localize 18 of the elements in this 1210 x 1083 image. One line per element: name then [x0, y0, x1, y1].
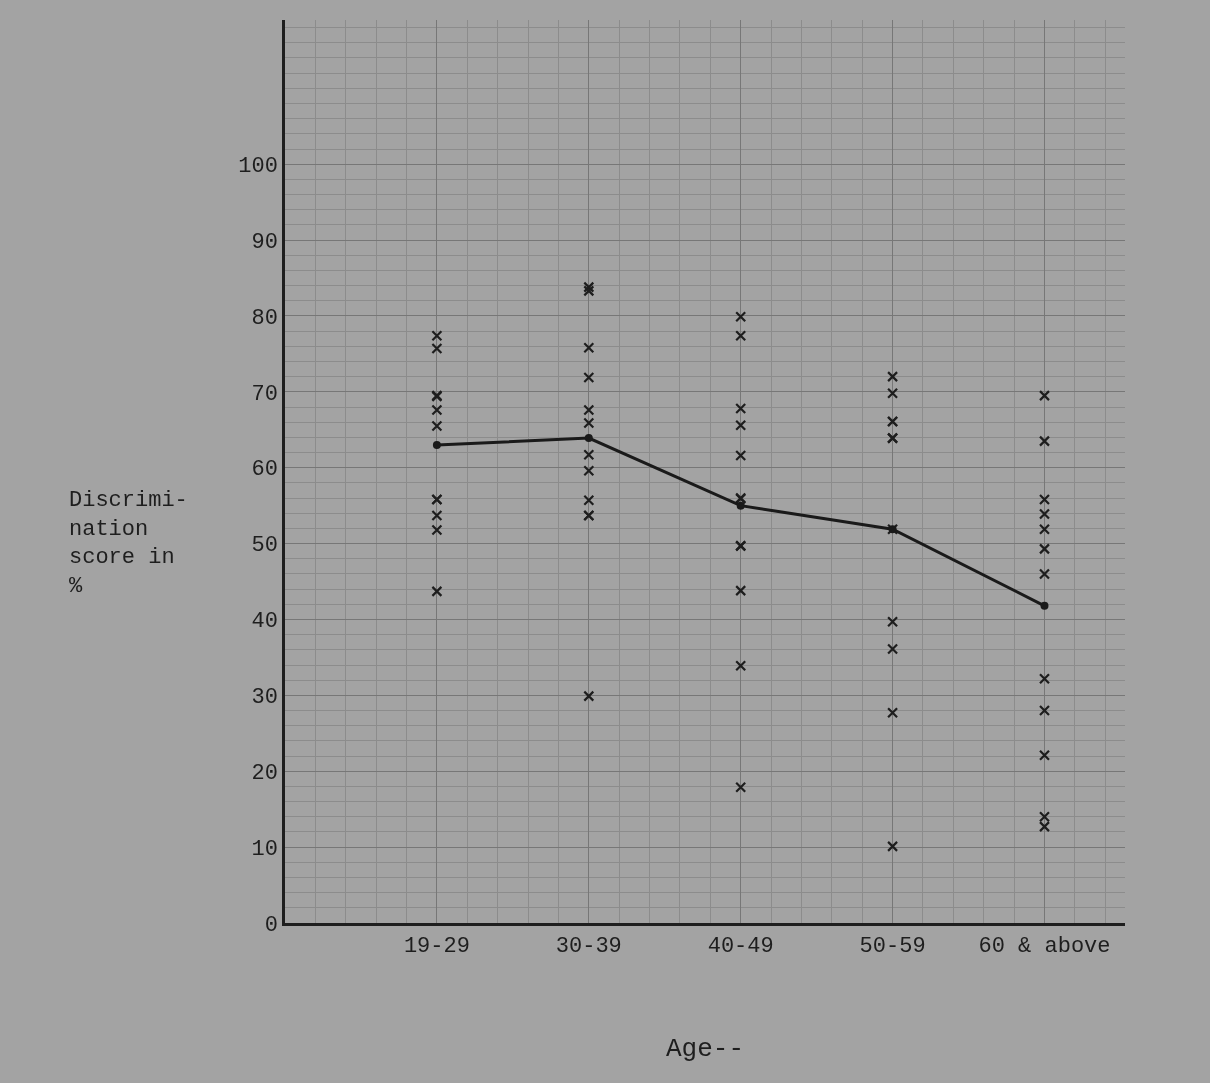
y-tick-label: 70: [251, 381, 278, 407]
x-tick-label: 60 & above: [978, 934, 1111, 960]
y-axis-title: Discrimi- nation score in %: [69, 488, 188, 599]
y-tick-label: 80: [251, 305, 278, 331]
x-tick-label: 50-59: [859, 934, 926, 960]
y-tick-label: 30: [251, 685, 278, 711]
y-tick-label: 0: [264, 912, 278, 938]
y-tick-label: 10: [251, 836, 278, 862]
y-tick-label: 50: [251, 533, 278, 559]
y-tick-label: 40: [251, 609, 278, 635]
x-axis-title: Age--: [665, 1033, 745, 1064]
y-tick-label: 20: [251, 760, 278, 786]
x-tick-label: 40-49: [707, 934, 774, 960]
x-tick-label: 30-39: [555, 934, 622, 960]
y-tick-label: 90: [251, 229, 278, 255]
y-tick-label: 60: [251, 457, 278, 483]
x-tick-label: 19-29: [403, 934, 470, 960]
y-tick-label: 100: [238, 153, 278, 179]
